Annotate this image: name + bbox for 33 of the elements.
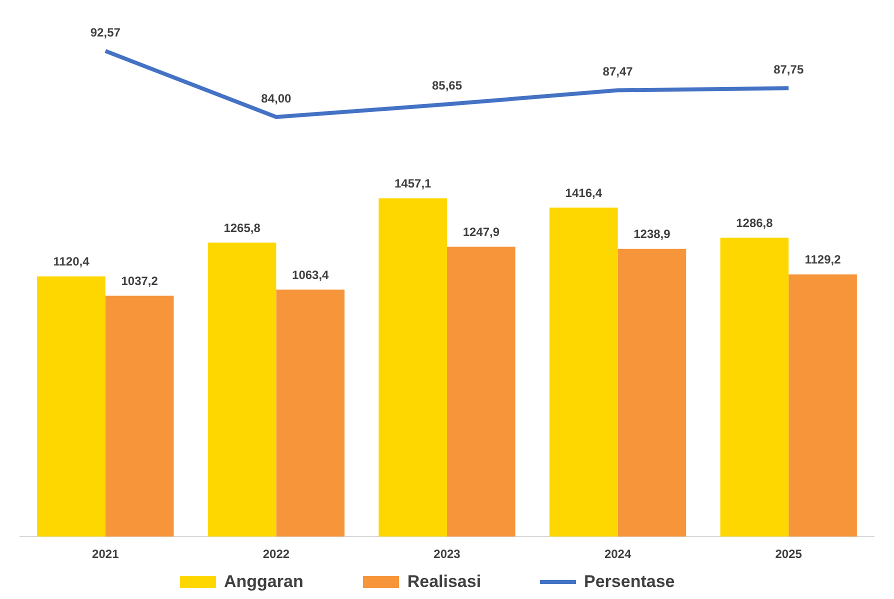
bar — [276, 290, 345, 537]
data-label: 1265,8 — [224, 220, 261, 235]
legend-label: Realisasi — [407, 572, 482, 592]
data-label: 1286,8 — [736, 216, 774, 230]
bar — [208, 242, 276, 537]
bar — [37, 276, 106, 537]
data-label: 1247,9 — [462, 225, 500, 240]
data-label: 87,75 — [774, 62, 804, 76]
data-label: 1416,4 — [565, 186, 602, 200]
data-label: 1120,4 — [53, 254, 90, 269]
bar — [720, 238, 789, 537]
bar — [618, 248, 686, 537]
bar — [378, 198, 447, 537]
data-label: 1037,2 — [121, 274, 158, 288]
legend-label: Anggaran — [224, 572, 304, 592]
data-label: 87,47 — [602, 64, 634, 79]
data-label: 1129,2 — [804, 252, 842, 267]
data-label: 1063,4 — [292, 268, 330, 282]
bar — [447, 246, 516, 537]
data-label: 92,57 — [90, 25, 121, 40]
data-label: 1238,9 — [634, 227, 671, 242]
x-tick-label: 2022 — [262, 547, 290, 562]
data-label: 1457,1 — [394, 176, 432, 190]
data-label: 84,00 — [261, 91, 292, 106]
legend-label: Persentase — [584, 572, 675, 592]
bar — [788, 274, 857, 537]
x-tick-label: 2023 — [434, 547, 461, 562]
x-tick-label: 2024 — [604, 547, 632, 562]
bar — [105, 296, 174, 537]
x-tick-label: 2021 — [92, 547, 120, 562]
bar — [549, 208, 618, 537]
data-label: 85,65 — [432, 78, 462, 93]
x-tick-label: 2025 — [775, 547, 802, 562]
